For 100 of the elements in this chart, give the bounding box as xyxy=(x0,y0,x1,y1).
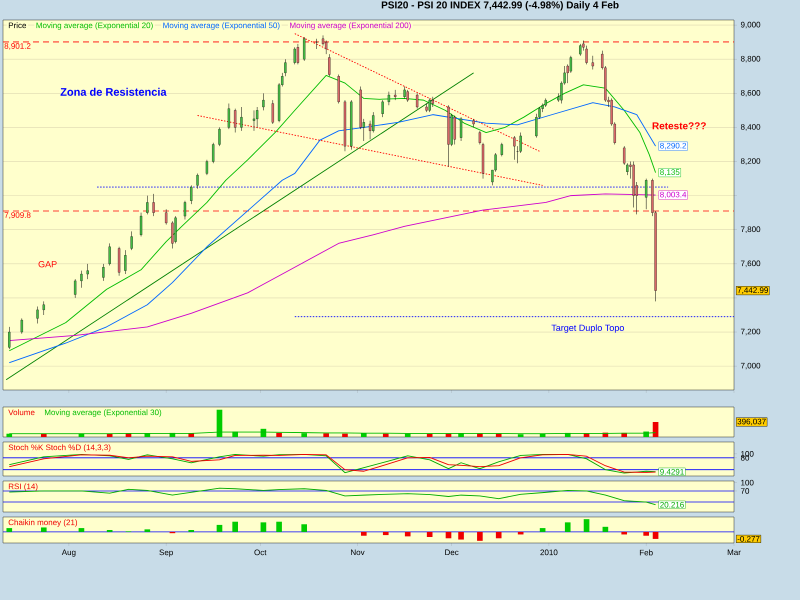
y-tick-label: 100 xyxy=(741,451,754,457)
candlestick xyxy=(394,90,396,100)
x-tick-label: Mar xyxy=(728,550,741,556)
bar xyxy=(458,532,464,540)
bar xyxy=(518,532,524,534)
candlestick xyxy=(118,246,120,276)
candlestick xyxy=(592,56,594,70)
y-tick-label: 70 xyxy=(740,488,750,494)
bar xyxy=(216,524,222,532)
bar xyxy=(652,532,658,539)
x-tick-label: Feb xyxy=(640,550,653,556)
bar xyxy=(40,527,47,532)
candlestick xyxy=(294,47,296,65)
candlestick xyxy=(460,116,462,142)
ref-line-label: 8,901.2 xyxy=(4,43,30,50)
y-tick-label: 8,600 xyxy=(740,90,760,97)
bar xyxy=(652,422,658,437)
candlestick xyxy=(228,103,230,130)
bar xyxy=(342,434,348,437)
candlestick xyxy=(428,98,431,112)
candlestick xyxy=(196,173,199,190)
candlestick xyxy=(252,110,256,132)
x-tick-label: 2010 xyxy=(540,550,558,556)
chart-title: Stoch %K Stoch %D (14,3,3) xyxy=(8,444,110,452)
candlestick xyxy=(240,106,243,132)
annotation: GAP xyxy=(38,261,57,268)
candlestick xyxy=(416,93,418,109)
bar xyxy=(426,434,433,437)
bar xyxy=(78,528,84,532)
candlestick xyxy=(644,178,648,210)
bar xyxy=(301,524,308,532)
candlestick xyxy=(212,142,214,164)
candlestick xyxy=(381,100,384,118)
candlestick xyxy=(20,318,24,334)
bar xyxy=(382,532,389,536)
candlestick xyxy=(130,231,133,250)
candlestick xyxy=(42,301,45,316)
candlestick xyxy=(425,103,428,112)
text: -0.277 xyxy=(738,536,760,542)
candlestick xyxy=(303,36,306,62)
x-tick-label: Sep xyxy=(159,550,173,557)
bar xyxy=(276,432,282,437)
y-tick-label: 8,400 xyxy=(740,124,760,131)
candlestick xyxy=(296,44,300,65)
y-tick-label: 100 xyxy=(741,480,754,486)
candlestick xyxy=(80,270,83,288)
data-label: 8,135 xyxy=(660,169,680,176)
y-tick-label: 7,200 xyxy=(740,328,760,336)
bar xyxy=(643,532,649,536)
bar xyxy=(360,433,367,437)
candlestick xyxy=(272,100,274,124)
candlestick xyxy=(108,243,111,266)
data-label: 9.4291 xyxy=(660,468,684,475)
chart-title: Chaikin money (21) xyxy=(8,519,78,527)
y-axis-title: Price xyxy=(8,22,26,28)
bar xyxy=(564,522,571,532)
candlestick xyxy=(388,91,390,106)
candlestick xyxy=(256,106,258,128)
annotation: Reteste??? xyxy=(652,122,706,130)
y-tick-label: 8,800 xyxy=(740,56,760,63)
annotation: Target Duplo Topo xyxy=(551,324,624,333)
bar xyxy=(584,519,590,532)
bar xyxy=(6,434,12,437)
candlestick xyxy=(140,212,142,237)
bar xyxy=(323,433,329,437)
candlestick xyxy=(74,278,76,298)
text: Volume xyxy=(8,409,35,416)
data-label: 20.216 xyxy=(660,502,684,508)
bar xyxy=(496,532,502,538)
candlestick xyxy=(206,160,208,176)
candlestick xyxy=(86,264,89,280)
bar xyxy=(540,528,546,532)
candlestick xyxy=(406,90,409,102)
bar xyxy=(276,522,282,532)
x-tick-label: Aug xyxy=(62,550,76,557)
y-tick-label: 9,000 xyxy=(740,22,760,28)
text: Moving average (Exponential 50) xyxy=(163,22,280,30)
bar xyxy=(602,526,608,532)
text: Moving average (Exponential 200) xyxy=(290,22,411,30)
candlestick xyxy=(146,195,149,215)
bar xyxy=(144,529,150,532)
candlestick xyxy=(513,136,516,160)
text: 396,037 xyxy=(738,418,766,426)
text: Moving average (Exponential 20) xyxy=(36,22,153,30)
bar xyxy=(360,532,367,536)
chart-title: RSI (14) xyxy=(8,483,38,491)
candlestick xyxy=(190,185,192,204)
bar xyxy=(446,532,452,538)
y-tick-label: 7,000 xyxy=(740,362,760,370)
candlestick xyxy=(403,86,406,99)
candlestick xyxy=(152,194,155,216)
text: 7,442.99 xyxy=(738,287,768,294)
candlestick xyxy=(316,38,318,50)
data-label: 8,003.4 xyxy=(660,192,686,198)
candlestick xyxy=(579,44,582,56)
bar xyxy=(426,532,433,538)
bar xyxy=(540,434,546,437)
text: Moving average (Exponential 30) xyxy=(44,409,162,417)
x-tick-label: Oct xyxy=(254,550,266,556)
bar xyxy=(6,528,12,532)
